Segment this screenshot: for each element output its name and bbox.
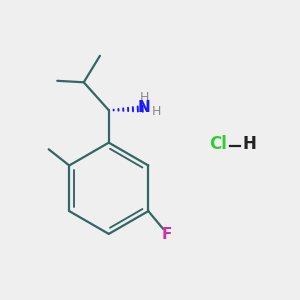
Text: H: H — [243, 135, 256, 153]
Text: H: H — [140, 91, 149, 104]
Text: N: N — [138, 100, 151, 115]
Text: Cl: Cl — [209, 135, 227, 153]
Text: F: F — [161, 226, 172, 242]
Text: H: H — [152, 105, 161, 118]
